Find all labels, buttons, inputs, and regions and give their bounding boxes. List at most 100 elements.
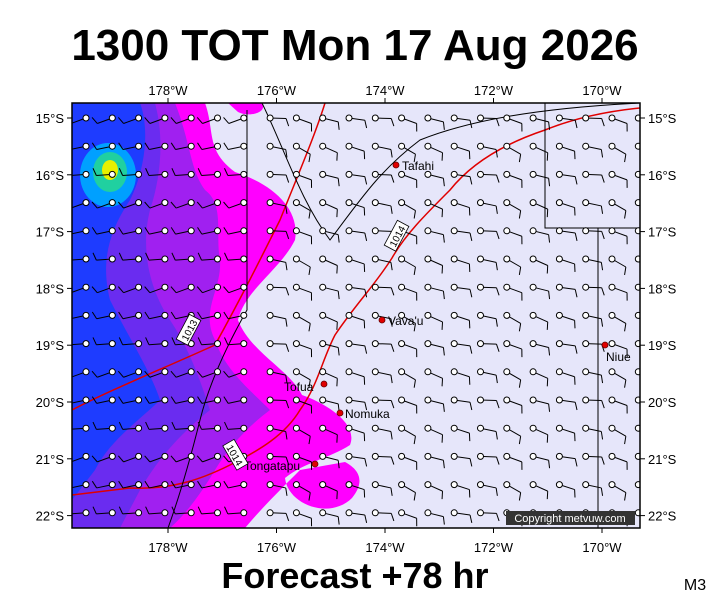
wind-barb [530, 538, 548, 555]
station [478, 425, 484, 431]
station [478, 143, 484, 149]
place-marker [321, 381, 327, 387]
station [136, 510, 142, 516]
station [346, 341, 352, 347]
station [320, 143, 326, 149]
station [399, 369, 405, 375]
station [320, 510, 326, 516]
barb-shaft [533, 541, 548, 548]
station [372, 312, 378, 318]
station [241, 312, 247, 318]
barb-shaft [97, 541, 112, 546]
station [530, 369, 536, 375]
station [136, 284, 142, 290]
station [609, 284, 615, 290]
station [83, 538, 89, 544]
station [320, 453, 326, 459]
station [267, 256, 273, 262]
station [372, 256, 378, 262]
station [188, 284, 194, 290]
station [583, 369, 589, 375]
station [425, 425, 431, 431]
station [399, 143, 405, 149]
lat-label: 22°S [36, 509, 65, 524]
barb-feather [66, 227, 70, 234]
station [425, 228, 431, 234]
station [215, 482, 221, 488]
station [215, 115, 221, 121]
station [215, 256, 221, 262]
station [109, 425, 115, 431]
station [425, 312, 431, 318]
station [162, 510, 168, 516]
station [320, 256, 326, 262]
station [83, 510, 89, 516]
station [293, 171, 299, 177]
station [556, 115, 562, 121]
station [162, 425, 168, 431]
station [504, 397, 510, 403]
station [478, 200, 484, 206]
station [346, 143, 352, 149]
station [504, 143, 510, 149]
station [83, 482, 89, 488]
station [241, 482, 247, 488]
station [478, 397, 484, 403]
station [504, 115, 510, 121]
station [372, 425, 378, 431]
station [451, 369, 457, 375]
station [583, 143, 589, 149]
barb-feather [66, 312, 70, 319]
station [241, 369, 247, 375]
place-marker [393, 162, 399, 168]
station [609, 312, 615, 318]
station [320, 284, 326, 290]
wind-barb [92, 538, 115, 546]
station [583, 425, 589, 431]
station [215, 200, 221, 206]
station [241, 115, 247, 121]
barb-feather [197, 540, 202, 546]
station [162, 228, 168, 234]
station [451, 284, 457, 290]
station [425, 341, 431, 347]
station [293, 200, 299, 206]
station [320, 312, 326, 318]
station [425, 115, 431, 121]
station [241, 397, 247, 403]
station [609, 369, 615, 375]
station [556, 228, 562, 234]
barb-feather [118, 540, 123, 546]
station [320, 228, 326, 234]
place-marker [602, 342, 608, 348]
station [241, 538, 247, 544]
station [478, 256, 484, 262]
station [320, 397, 326, 403]
station [478, 228, 484, 234]
barb-feather [66, 481, 70, 488]
barb-shaft [229, 541, 244, 546]
station [83, 312, 89, 318]
station [320, 482, 326, 488]
station [346, 369, 352, 375]
station [609, 341, 615, 347]
station [609, 482, 615, 488]
station [293, 369, 299, 375]
station [267, 171, 273, 177]
station [372, 200, 378, 206]
station [372, 143, 378, 149]
station [109, 171, 115, 177]
station [188, 510, 194, 516]
station [556, 425, 562, 431]
station [162, 200, 168, 206]
lat-label: 18°S [648, 281, 677, 296]
place-name: Vava'u [388, 314, 423, 328]
station [451, 397, 457, 403]
station [346, 256, 352, 262]
station [583, 115, 589, 121]
station [556, 312, 562, 318]
station [583, 341, 589, 347]
station [136, 341, 142, 347]
station [136, 425, 142, 431]
station [320, 341, 326, 347]
